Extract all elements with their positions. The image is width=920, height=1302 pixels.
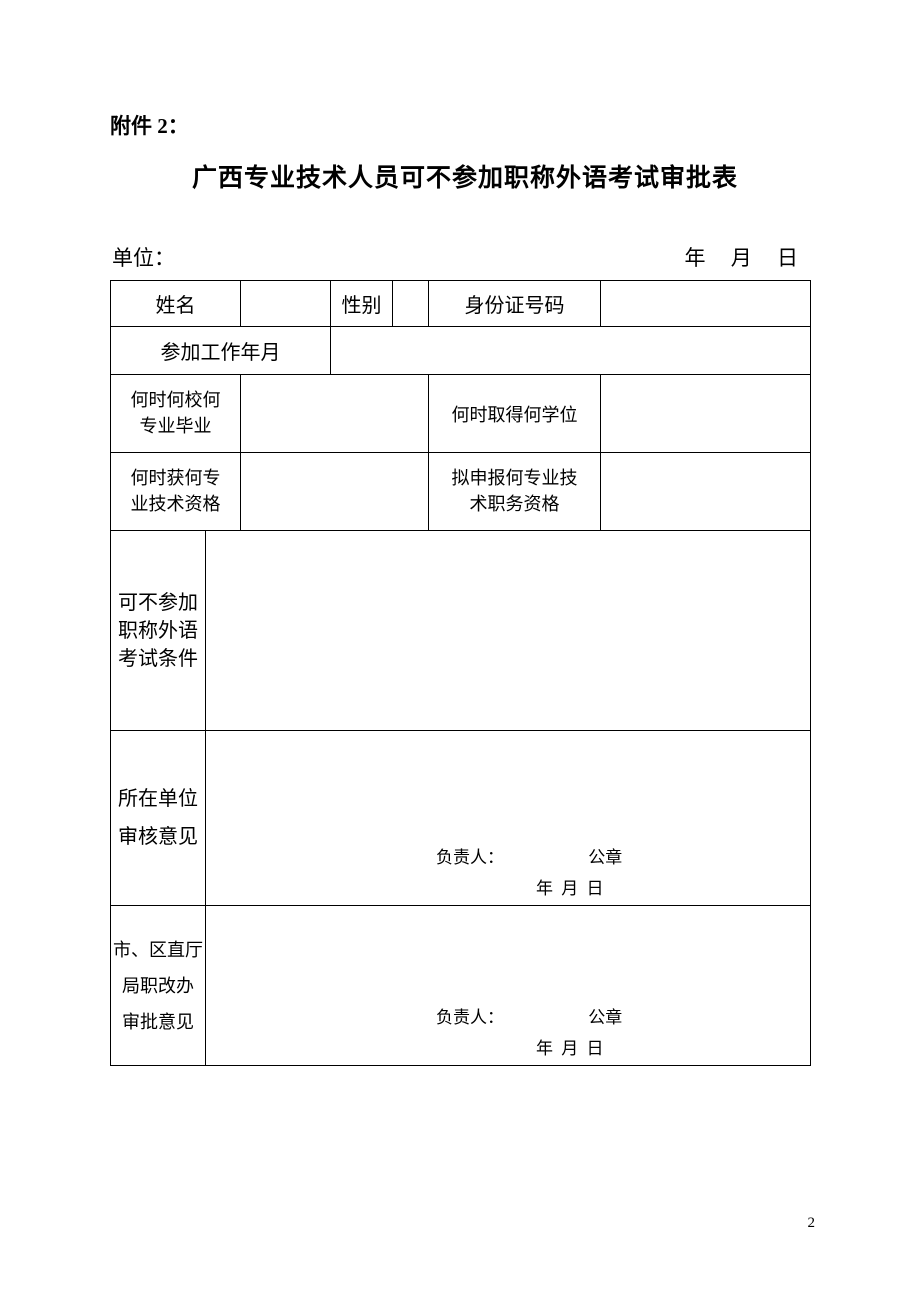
row-unit-opinion: 所在单位 审核意见 负责人： 公章 年 月 日 [111,731,811,906]
name-label: 姓名 [111,281,241,327]
row-graduation: 何时何校何 专业毕业 何时取得何学位 [111,375,811,453]
date-top: 年 月 日 [685,242,809,272]
unit-signature-block: 负责人： 公章 年 月 日 [206,843,810,899]
header-row: 单位： 年 月 日 [110,242,820,272]
document-title: 广西专业技术人员可不参加职称外语考试审批表 [110,158,820,194]
unit-responsible-label: 负责人： [436,843,504,868]
document-page: 附件 2： 广西专业技术人员可不参加职称外语考试审批表 单位： 年 月 日 姓名… [0,0,920,1066]
unit-sig-date: 年 月 日 [206,874,810,899]
qualif-label: 何时获何专 业技术资格 [111,453,241,531]
id-value [601,281,811,327]
row-qualification: 何时获何专 业技术资格 拟申报何专业技 术职务资格 [111,453,811,531]
id-label: 身份证号码 [429,281,601,327]
bureau-l2: 局职改办 [122,976,194,996]
unit-opinion-l2: 审核意见 [118,826,198,848]
bureau-opinion-content: 负责人： 公章 年 月 日 [206,906,811,1066]
apply-label-l2: 术职务资格 [470,494,560,514]
qualif-label-l2: 业技术资格 [131,494,221,514]
graduation-label-l2: 专业毕业 [140,416,212,436]
bureau-seal-label: 公章 [588,1003,622,1028]
bureau-sig-line1: 负责人： 公章 [206,1003,810,1028]
unit-opinion-l1: 所在单位 [118,788,198,810]
work-start-value [331,327,811,375]
bureau-l3: 审批意见 [122,1012,194,1032]
exempt-label-l3: 考试条件 [118,648,198,670]
name-value [241,281,331,327]
bureau-label: 市、区直厅 局职改办 审批意见 [111,906,206,1066]
exempt-label: 可不参加 职称外语 考试条件 [111,531,206,731]
apply-value [601,453,811,531]
unit-sig-line1: 负责人： 公章 [206,843,810,868]
row-bureau-opinion: 市、区直厅 局职改办 审批意见 负责人： 公章 年 月 日 [111,906,811,1066]
row-work-start: 参加工作年月 [111,327,811,375]
qualif-value [241,453,429,531]
page-number: 2 [808,1215,816,1232]
row-exempt-conditions: 可不参加 职称外语 考试条件 [111,531,811,731]
bureau-l1: 市、区直厅 [113,940,203,960]
unit-seal-label: 公章 [588,843,622,868]
row-basic-info: 姓名 性别 身份证号码 [111,281,811,327]
gender-label: 性别 [331,281,393,327]
exempt-label-l2: 职称外语 [118,620,198,642]
degree-label: 何时取得何学位 [429,375,601,453]
bureau-sig-date: 年 月 日 [206,1034,810,1059]
bureau-signature-block: 负责人： 公章 年 月 日 [206,1003,810,1059]
degree-value [601,375,811,453]
apply-label-l1: 拟申报何专业技 [452,468,578,488]
exempt-label-l1: 可不参加 [118,592,198,614]
approval-form-table: 姓名 性别 身份证号码 参加工作年月 何时何校何 专业毕业 何时取得何学位 何时… [110,280,811,1066]
graduation-label: 何时何校何 专业毕业 [111,375,241,453]
attachment-label: 附件 2： [110,110,820,140]
apply-label: 拟申报何专业技 术职务资格 [429,453,601,531]
unit-label: 单位： [112,242,175,272]
qualif-label-l1: 何时获何专 [131,468,221,488]
unit-opinion-content: 负责人： 公章 年 月 日 [206,731,811,906]
unit-opinion-label: 所在单位 审核意见 [111,731,206,906]
graduation-label-l1: 何时何校何 [131,390,221,410]
graduation-value [241,375,429,453]
gender-value [393,281,429,327]
work-start-label: 参加工作年月 [111,327,331,375]
exempt-value [206,531,811,731]
bureau-responsible-label: 负责人： [436,1003,504,1028]
